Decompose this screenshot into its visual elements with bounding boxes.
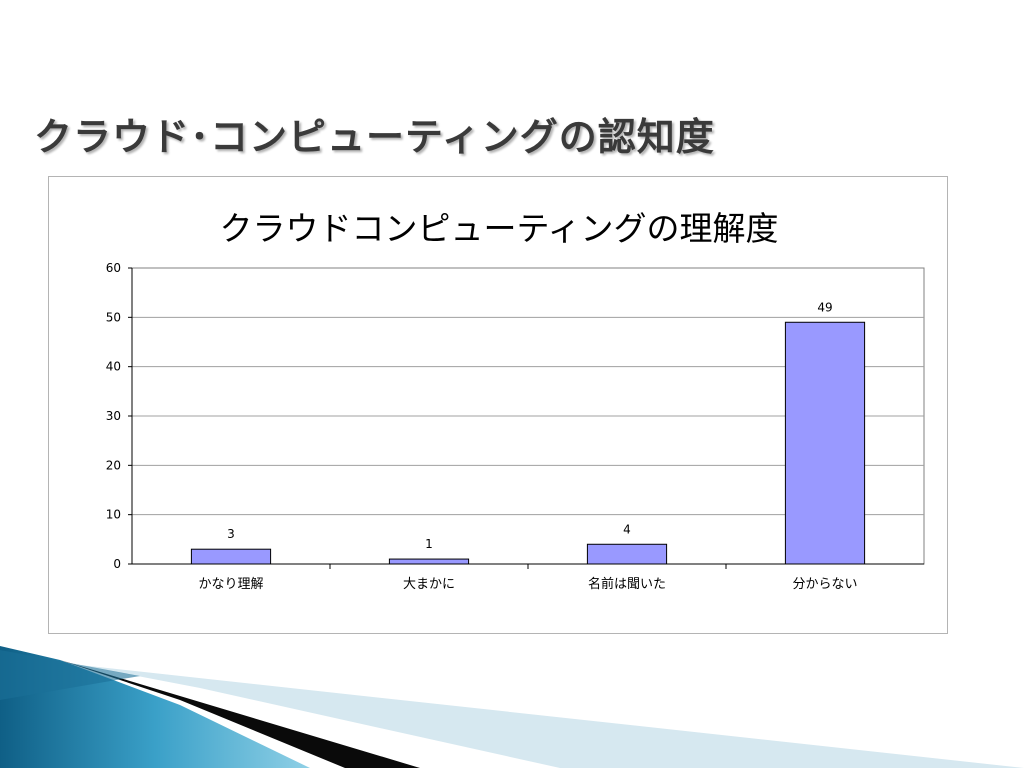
x-tick-label: かなり理解 xyxy=(198,577,263,592)
chart-title: クラウドコンピューティングの理解度 xyxy=(219,209,778,248)
y-tick-label: 10 xyxy=(106,508,121,522)
data-label: 1 xyxy=(425,537,433,551)
data-label: 4 xyxy=(623,522,631,536)
bar-chart: クラウドコンピューティングの理解度 0 10 20 30 40 50 60 かなり理解 大まかに… xyxy=(106,209,925,592)
x-tick-label: 名前は聞いた xyxy=(588,576,666,592)
data-labels: 3 1 4 49 xyxy=(227,300,832,551)
x-tick-label: 大まかに xyxy=(403,577,455,592)
y-tick-label: 50 xyxy=(106,310,121,324)
x-tick-label: 分からない xyxy=(792,577,857,592)
y-tick-label: 30 xyxy=(106,409,121,423)
data-label: 49 xyxy=(817,300,832,314)
slide-title: クラウド･コンピューティングの認知度 xyxy=(34,115,715,159)
y-tick-label: 60 xyxy=(106,261,121,275)
bar xyxy=(784,321,866,565)
y-tick-label: 40 xyxy=(106,360,121,374)
data-label: 3 xyxy=(227,527,235,541)
y-tick-label: 20 xyxy=(106,458,121,472)
y-tick-label: 0 xyxy=(113,557,121,571)
axis-ticks: 0 10 20 30 40 50 60 かなり理解 大まかに 名前は聞いた 分からない xyxy=(106,261,924,592)
chart-frame: クラウドコンピューティングの理解度 0 10 20 30 40 50 60 かなり理解 大まかに… xyxy=(48,176,948,634)
bars xyxy=(190,321,866,565)
